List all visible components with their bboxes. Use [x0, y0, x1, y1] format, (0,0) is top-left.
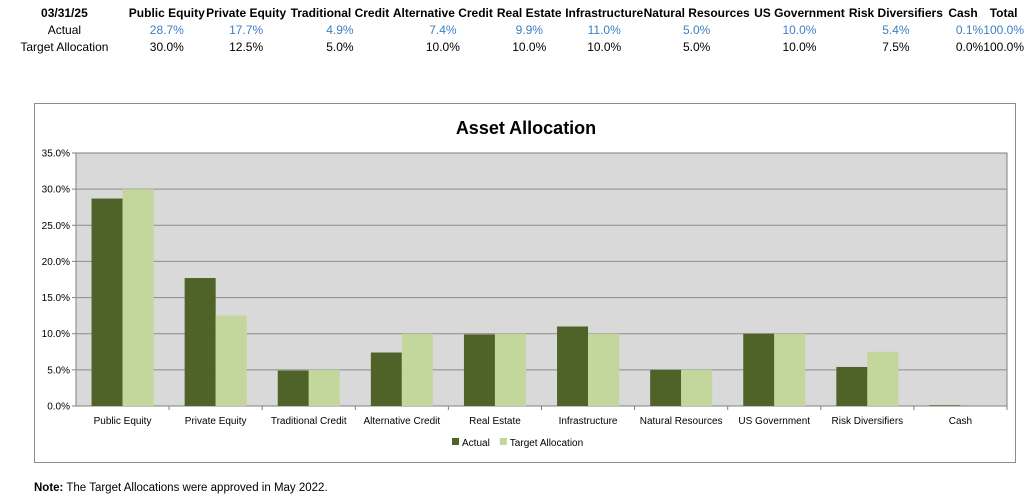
- y-tick-label: 25.0%: [42, 221, 70, 232]
- col-header: Cash: [948, 5, 978, 20]
- bar-actual: [836, 366, 868, 406]
- table-cell: 10.0%: [425, 39, 460, 54]
- bar-actual: [557, 326, 589, 406]
- table-cell: 4.9%: [326, 22, 354, 37]
- x-tick-label: Public Equity: [94, 416, 152, 427]
- table-cell: 10.0%: [512, 39, 547, 54]
- chart-title: Asset Allocation: [456, 118, 596, 138]
- table-cell: 10.0%: [782, 39, 817, 54]
- col-header: Natural Resources: [643, 5, 750, 20]
- col-header: US Government: [754, 5, 845, 20]
- col-header: Real Estate: [496, 5, 562, 20]
- note-text: The Target Allocations were approved in …: [66, 482, 328, 494]
- chart-container: Asset Allocation 0.0% 5.0% 10.0% 15.0% 20.0% 2…: [34, 103, 1016, 463]
- note-label: Note:: [34, 482, 64, 494]
- col-header: Total: [989, 5, 1018, 20]
- table-cell: 7.4%: [429, 22, 457, 37]
- table-cell: 10.0%: [782, 22, 817, 37]
- table-cell: 9.9%: [515, 22, 543, 37]
- bar-target: [215, 315, 247, 406]
- y-tick-label: 5.0%: [47, 365, 70, 376]
- bar-actual: [929, 405, 961, 406]
- y-tick-label: 15.0%: [42, 293, 70, 304]
- legend-label: Actual: [462, 438, 490, 449]
- y-tick-label: 20.0%: [42, 257, 70, 268]
- legend-swatch: [452, 438, 459, 445]
- row-label: Target Allocation: [20, 39, 109, 54]
- table-cell: 0.0%: [955, 39, 984, 54]
- bar-target: [122, 189, 154, 406]
- col-header: Traditional Credit: [290, 5, 390, 20]
- bar-target: [308, 369, 340, 406]
- col-header: Private Equity: [206, 5, 287, 20]
- bar-target: [681, 369, 713, 406]
- x-tick-label: Natural Resources: [640, 416, 723, 427]
- asset-allocation-chart: Asset Allocation 0.0% 5.0% 10.0% 15.0% 20.0% 2…: [42, 118, 1008, 449]
- footnote: Note: The Target Allocations were approv…: [34, 482, 328, 494]
- bar-actual: [184, 278, 216, 406]
- y-tick-label: 35.0%: [42, 149, 70, 160]
- x-tick-label: Infrastructure: [559, 416, 618, 427]
- y-tick-label: 30.0%: [42, 185, 70, 196]
- x-tick-label: US Government: [738, 416, 810, 427]
- table-header-row: 03/31/25 Public Equity Private Equity Tr…: [0, 4, 1024, 21]
- table-cell: 17.7%: [229, 22, 264, 37]
- y-tick-label: 0.0%: [47, 402, 70, 413]
- table-date: 03/31/25: [41, 5, 88, 20]
- x-tick-label: Risk Diversifiers: [832, 416, 904, 427]
- table-cell: 30.0%: [149, 39, 184, 54]
- table-cell: 5.0%: [682, 39, 711, 54]
- col-header: Risk Diversifiers: [848, 5, 943, 20]
- bar-target: [588, 333, 620, 406]
- bar-actual: [743, 333, 775, 406]
- table-cell: 5.0%: [326, 39, 354, 54]
- col-header: Alternative Credit: [392, 5, 493, 20]
- x-tick-label: Cash: [949, 416, 972, 427]
- bar-actual: [463, 334, 495, 406]
- legend-swatch: [499, 438, 507, 445]
- table-cell: 11.0%: [587, 22, 621, 37]
- bar-actual: [91, 198, 123, 406]
- bar-target: [867, 351, 899, 406]
- table-cell: 100.0%: [983, 39, 1024, 54]
- table-cell: 28.7%: [149, 22, 184, 37]
- bar-actual: [370, 352, 402, 406]
- table-cell: 5.4%: [882, 22, 910, 37]
- bar-target: [401, 333, 433, 406]
- bar-actual: [650, 369, 682, 406]
- bar-actual: [277, 370, 309, 406]
- table-cell: 12.5%: [229, 39, 264, 54]
- x-tick-label: Alternative Credit: [363, 416, 440, 427]
- table-cell: 100.0%: [983, 22, 1024, 37]
- table-cell: 5.0%: [682, 22, 711, 37]
- table-cell: 7.5%: [882, 39, 910, 54]
- col-header: Infrastructure: [565, 5, 644, 20]
- table-row-target: Target Allocation 30.0% 12.5% 5.0% 10.0%…: [0, 38, 1024, 55]
- y-tick-label: 10.0%: [42, 329, 70, 340]
- x-tick-label: Traditional Credit: [271, 416, 347, 427]
- bar-target: [494, 333, 526, 406]
- table-row-actual: Actual 28.7% 17.7% 4.9% 7.4% 9.9% 11.0% …: [0, 21, 1024, 38]
- x-tick-label: Real Estate: [469, 416, 521, 427]
- allocation-table: 03/31/25 Public Equity Private Equity Tr…: [0, 4, 1024, 55]
- table-cell: 10.0%: [587, 39, 622, 54]
- table-cell: 0.1%: [955, 22, 984, 37]
- bar-target: [774, 333, 806, 406]
- legend-label: Target Allocation: [510, 438, 583, 449]
- x-tick-label: Private Equity: [185, 416, 247, 427]
- col-header: Public Equity: [128, 5, 205, 20]
- row-label: Actual: [47, 22, 82, 37]
